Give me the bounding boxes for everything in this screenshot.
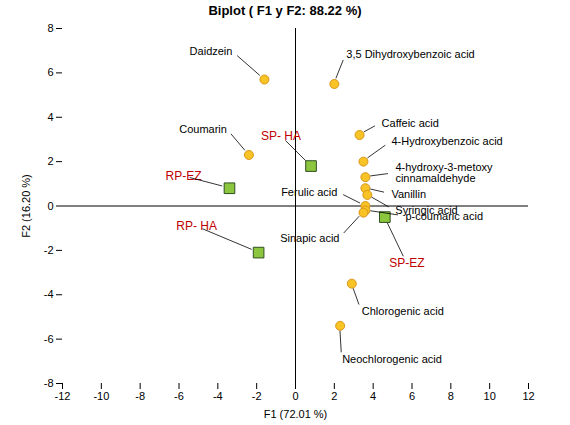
- svg-text:8: 8: [47, 22, 53, 34]
- html-text:Biplot ( F1 y F2: 88.22 %): Biplot ( F1 y F2: 88.22 %): [208, 3, 362, 18]
- svg-text:6: 6: [47, 66, 53, 78]
- svg-text:p-coumaric acid: p-coumaric acid: [405, 210, 483, 222]
- svg-text:10: 10: [484, 390, 496, 402]
- svg-text:SP-EZ: SP-EZ: [389, 256, 424, 270]
- svg-text:-6: -6: [44, 333, 54, 345]
- svg-text:-2: -2: [44, 244, 54, 256]
- svg-text:12: 12: [522, 390, 534, 402]
- svg-text:Neochlorogenic acid: Neochlorogenic acid: [342, 353, 442, 365]
- svg-text:Chlorogenic acid: Chlorogenic acid: [362, 305, 444, 317]
- svg-text:SP- HA: SP- HA: [261, 129, 301, 143]
- svg-text:Caffeic acid: Caffeic acid: [382, 117, 439, 129]
- svg-text:-8: -8: [135, 390, 145, 402]
- svg-text:-4: -4: [44, 288, 54, 300]
- svg-text:Vanillin: Vanillin: [391, 188, 426, 200]
- svg-text:3,5 Dihydroxybenzoic acid: 3,5 Dihydroxybenzoic acid: [346, 47, 474, 59]
- svg-text:4: 4: [47, 111, 53, 123]
- svg-text:F2 (16.20 %): F2 (16.20 %): [20, 174, 32, 238]
- svg-text:4-Hydroxybenzoic acid: 4-Hydroxybenzoic acid: [391, 135, 502, 147]
- svg-text:2: 2: [331, 390, 337, 402]
- svg-text:-10: -10: [93, 390, 109, 402]
- svg-text:2: 2: [47, 155, 53, 167]
- svg-text:Ferulic acid: Ferulic acid: [281, 186, 337, 198]
- svg-text:0: 0: [292, 390, 298, 402]
- svg-text:Daidzein: Daidzein: [190, 45, 233, 57]
- svg-text:RP- HA: RP- HA: [176, 219, 217, 233]
- svg-text:4-hydroxy-3-metoxycinnamaldehy: 4-hydroxy-3-metoxycinnamaldehyde: [395, 161, 493, 184]
- svg-text:4: 4: [370, 390, 376, 402]
- svg-text:-8: -8: [44, 377, 54, 389]
- svg-text:0: 0: [47, 200, 53, 212]
- svg-text:8: 8: [448, 390, 454, 402]
- svg-text:Coumarin: Coumarin: [179, 122, 227, 134]
- svg-text:6: 6: [409, 390, 415, 402]
- svg-text:-6: -6: [174, 390, 184, 402]
- svg-text:-12: -12: [55, 390, 71, 402]
- svg-text:-2: -2: [252, 390, 262, 402]
- svg-text:RP-EZ: RP-EZ: [165, 169, 201, 183]
- svg-text:F1 (72.01 %): F1 (72.01 %): [264, 408, 328, 420]
- svg-text:-4: -4: [213, 390, 223, 402]
- svg-text:Sinapic acid: Sinapic acid: [280, 232, 339, 244]
